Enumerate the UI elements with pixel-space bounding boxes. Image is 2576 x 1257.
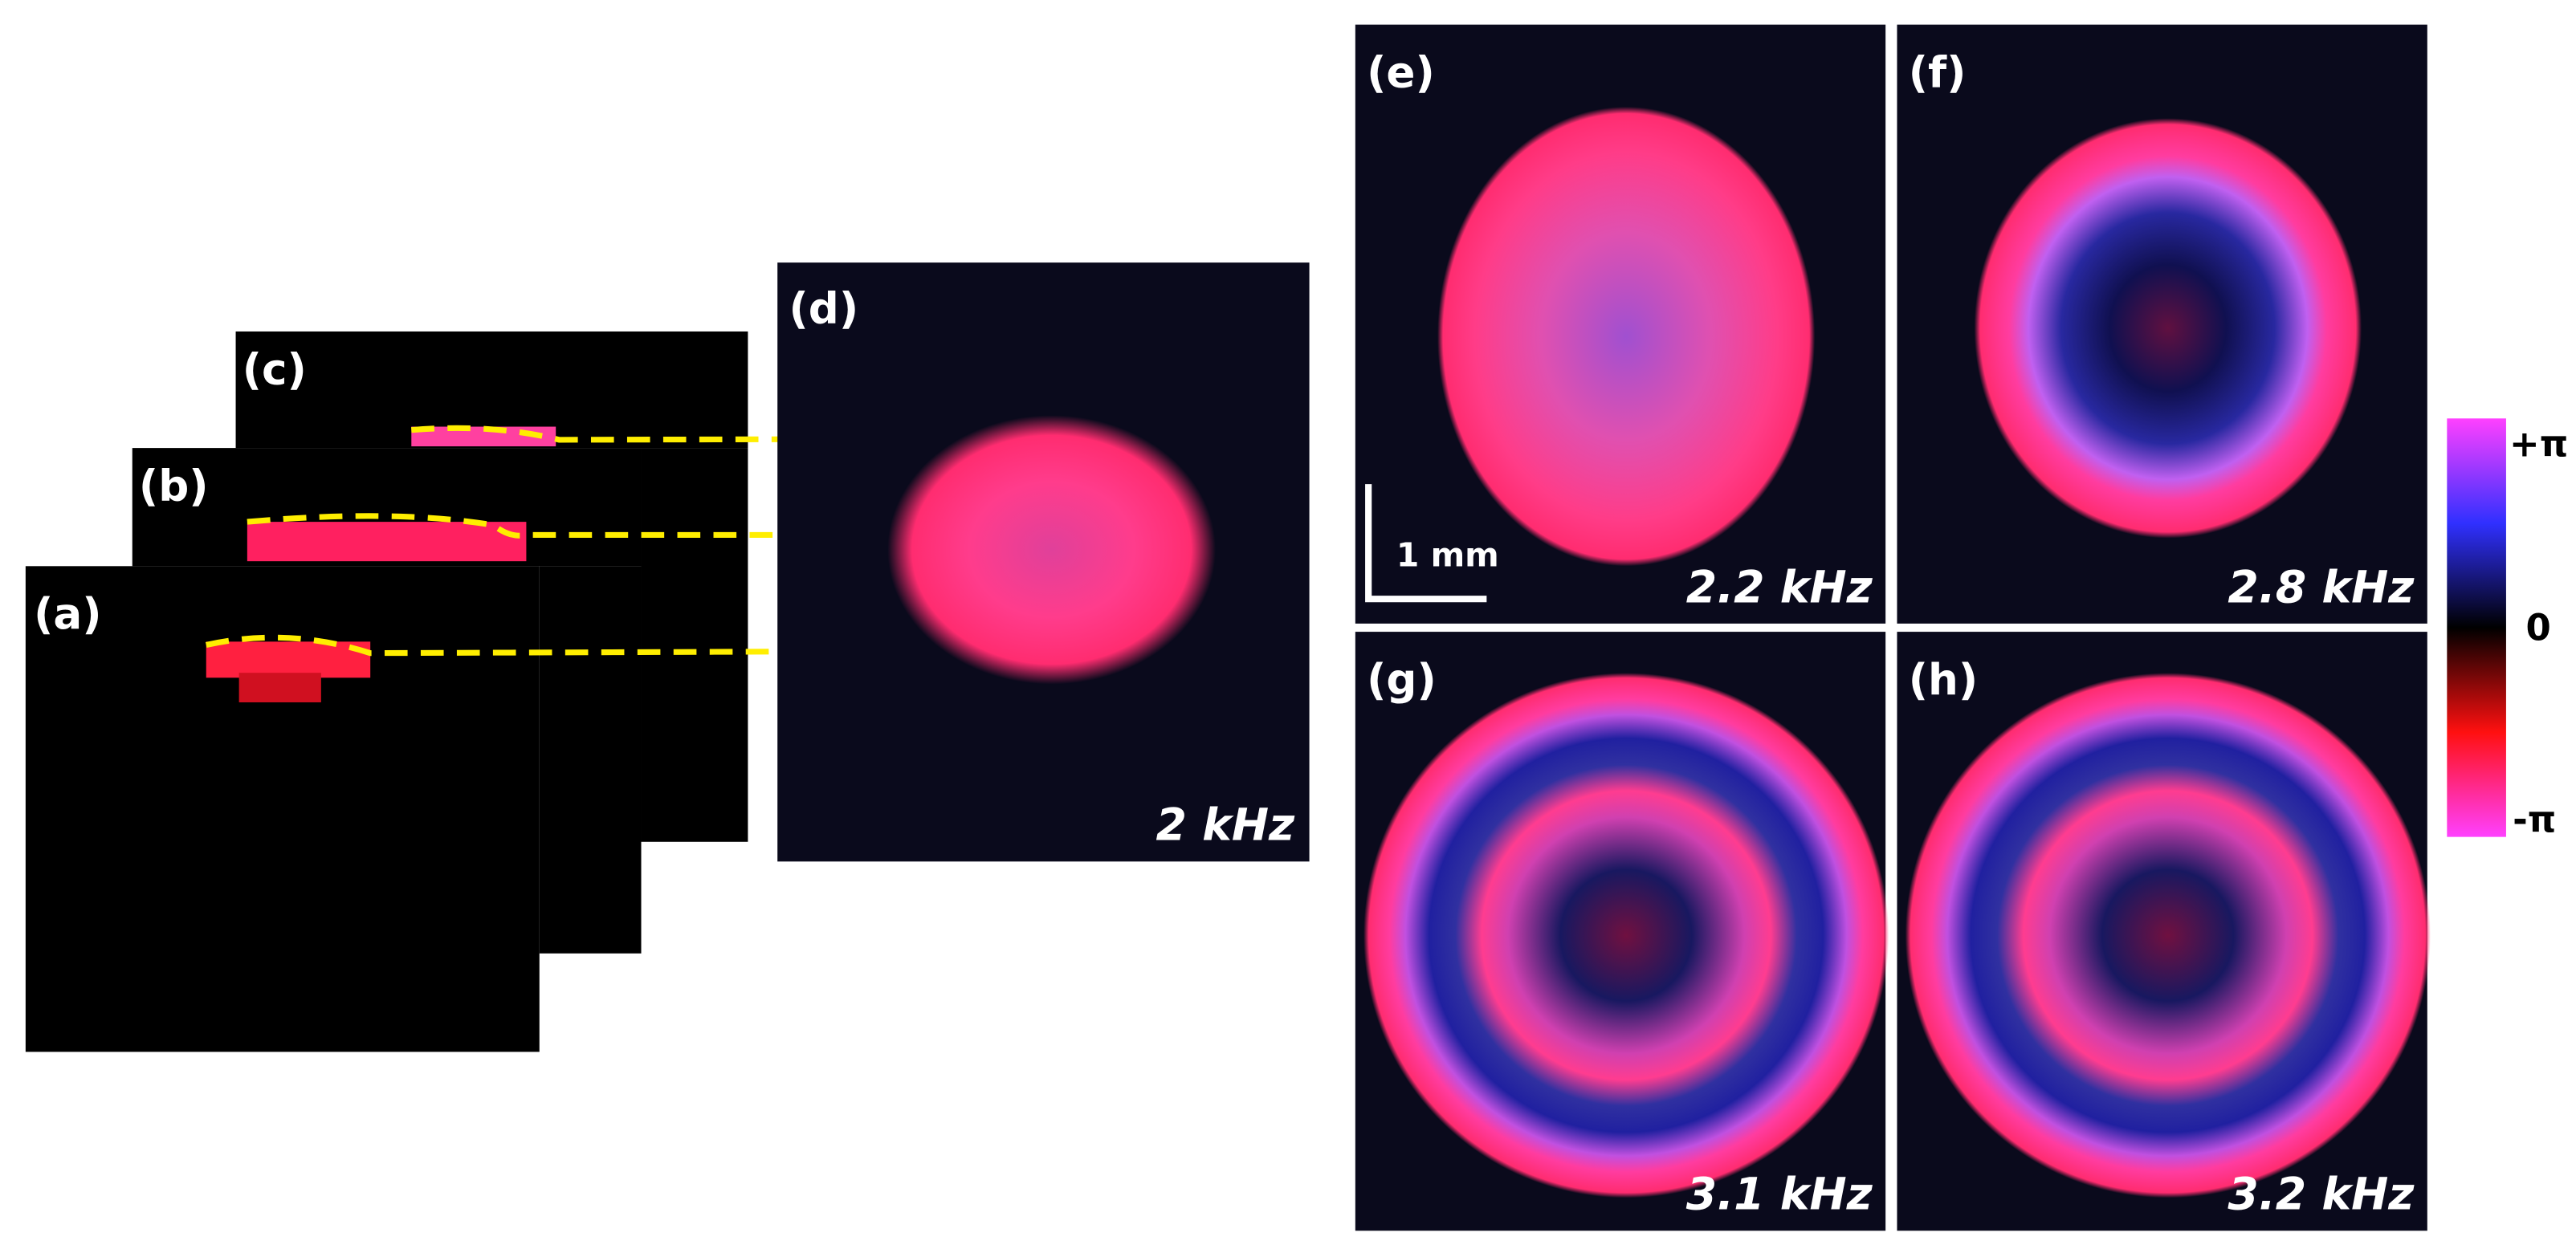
frequency: 2.2 kHz — [1686, 562, 1873, 613]
guide-lines — [205, 425, 1266, 657]
panel-label: (e) — [1367, 47, 1435, 97]
ring — [1974, 118, 2362, 539]
frequency: 3.2 kHz — [2228, 1170, 2415, 1221]
colorbar — [2447, 418, 2506, 837]
colorbar-label: +π — [2509, 422, 2568, 465]
stripe — [238, 673, 321, 702]
scale-bar — [1365, 484, 1487, 603]
panel-label: (a) — [34, 589, 101, 639]
panel-label: (c) — [243, 344, 307, 394]
scale-label: 1 mm — [1396, 535, 1499, 574]
ring — [1905, 673, 2431, 1198]
stripe — [206, 641, 371, 678]
ring — [1363, 673, 1889, 1198]
frequency: 2.8 kHz — [2228, 562, 2415, 613]
frequency: 2 kHz — [1156, 800, 1296, 852]
slice-b — [539, 566, 642, 954]
panel-label: (g) — [1367, 655, 1437, 705]
panel-label: (b) — [139, 462, 209, 511]
disk — [887, 415, 1217, 685]
slice-c — [641, 448, 748, 842]
colorbar-label: 0 — [2525, 606, 2550, 649]
panel-label: (d) — [789, 284, 859, 334]
disk — [1437, 106, 1816, 567]
panel-label: (h) — [1909, 655, 1978, 705]
stripe — [247, 522, 527, 562]
colorbar-label: -π — [2513, 799, 2556, 841]
frequency: 3.1 kHz — [1686, 1170, 1873, 1221]
panel-label: (f) — [1909, 47, 1967, 97]
